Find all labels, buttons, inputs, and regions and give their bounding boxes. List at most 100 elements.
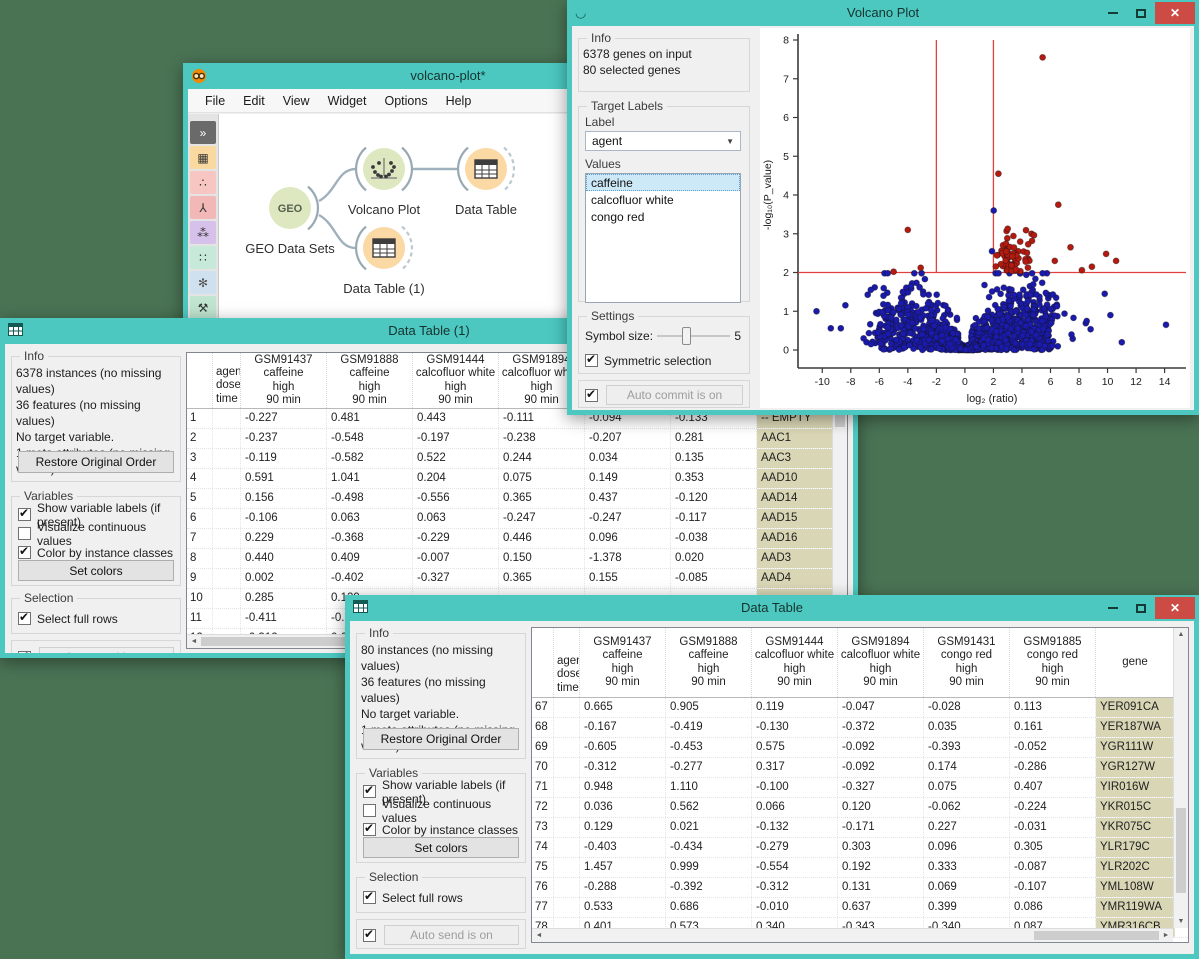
table-row[interactable]: 5 0.156 -0.498 -0.556 0.365 0.437 -0.120 AAD14 [187,489,847,509]
auto-commit-button[interactable]: Auto commit is on [606,385,743,405]
selection-checkbox[interactable] [18,610,31,625]
table-row[interactable]: 74 -0.403 -0.434 -0.279 0.303 0.096 0.305 YLR17… [532,838,1188,858]
variables-checkbox[interactable] [18,506,31,521]
workflow-node-volcano-plot[interactable]: Volcano Plot [339,136,429,217]
table-row[interactable]: 7 0.229 -0.368 -0.229 0.446 0.096 -0.038 AAD16 [187,529,847,549]
menu-file[interactable]: File [205,93,226,108]
close-button[interactable]: ✕ [1155,2,1195,24]
values-list-item[interactable]: congo red [591,210,645,224]
column-header[interactable]: GSM91444 calcofluor white high 90 min [752,628,838,697]
category-unsupervised-icon[interactable]: ∷ [190,246,216,269]
restore-original-order-button[interactable]: Restore Original Order [18,451,174,473]
maximize-button[interactable] [1127,597,1155,619]
table-row[interactable]: 67 0.665 0.905 0.119 -0.047 -0.028 0.113 YER091… [532,698,1188,718]
minimize-button[interactable] [1099,2,1127,24]
workflow-node-data-table[interactable]: Data Table [441,136,531,217]
variables-groupbox: Variables Show variable labels (if prese… [11,489,181,586]
column-header[interactable]: GSM91888 caffeine high 90 min [666,628,752,697]
svg-text:-8: -8 [846,376,855,388]
workflow-node-geo-data-sets[interactable]: GEO GEO Data Sets [245,175,335,256]
target-labels-groupbox: Target Labels Label agent ▼ Values caffe… [578,99,750,303]
table-row[interactable]: 71 0.948 1.110 -0.100 -0.327 0.075 0.407 YIR016… [532,778,1188,798]
table-row[interactable]: 76 -0.288 -0.392 -0.312 0.131 0.069 -0.107 YML1… [532,878,1188,898]
svg-text:3: 3 [783,228,789,240]
table-row[interactable]: 68 -0.167 -0.419 -0.130 -0.372 0.035 0.161 YER1… [532,718,1188,738]
auto-send-checkbox[interactable] [18,649,31,653]
symbol-size-value: 5 [734,329,741,343]
column-header[interactable]: GSM91431 congo red high 90 min [924,628,1010,697]
svg-text:2: 2 [783,267,789,279]
variables-checkbox[interactable] [363,783,376,798]
values-listbox[interactable]: caffeine calcofluor white congo red [585,173,741,303]
auto-send-button[interactable]: Auto send is on [39,647,174,653]
column-header[interactable]: GSM91437 caffeine high 90 min [580,628,666,697]
category-prototypes-icon[interactable]: ⚒ [190,296,216,319]
category-evaluate-icon[interactable]: ⁂ [190,221,216,244]
workflow-link[interactable] [318,167,357,203]
selection-legend: Selection [20,591,78,605]
auto-send-button[interactable]: Auto send is on [384,925,519,945]
auto-commit-checkbox[interactable] [585,387,598,402]
restore-original-order-button[interactable]: Restore Original Order [363,728,519,750]
svg-text:6: 6 [1048,376,1054,388]
menu-options[interactable]: Options [384,93,428,108]
column-header[interactable]: GSM91894 calcofluor white high 90 min [838,628,924,697]
close-button[interactable]: ✕ [1155,597,1195,619]
horizontal-scrollbar[interactable]: ◄ ► [532,928,1173,942]
values-list-item[interactable]: calcofluor white [591,193,674,207]
variables-checkbox[interactable] [363,821,376,836]
table-row[interactable]: 77 0.533 0.686 -0.010 0.637 0.399 0.086 YMR119W… [532,898,1188,918]
auto-send-checkbox[interactable] [363,927,376,942]
menu-view[interactable]: View [282,93,310,108]
category-visualize-icon[interactable]: ∴ [190,171,216,194]
table-row[interactable]: 72 0.036 0.562 0.066 0.120 -0.062 -0.224 YKR015… [532,798,1188,818]
workflow-link[interactable] [318,213,357,250]
selection-checkbox[interactable] [363,889,376,904]
volcano-titlebar[interactable]: ◡ Volcano Plot ✕ [567,0,1199,26]
toolbox-collapse-icon[interactable]: » [190,121,216,144]
menu-help[interactable]: Help [445,93,472,108]
category-data-icon[interactable]: ▦ [190,146,216,169]
table-row[interactable]: 6 -0.106 0.063 0.063 -0.247 -0.247 -0.117 AAD15 [187,509,847,529]
category-model-icon[interactable]: ⅄ [190,196,216,219]
table-row[interactable]: 69 -0.605 -0.453 0.575 -0.092 -0.393 -0.052 YGR… [532,738,1188,758]
table-row[interactable]: 2 -0.237 -0.548 -0.197 -0.238 -0.207 0.281 AAC1 [187,429,847,449]
set-colors-button[interactable]: Set colors [363,837,519,858]
column-header[interactable]: GSM91894 calcofluor white high 90 min [499,353,585,408]
column-header[interactable]: GSM91888 caffeine high 90 min [327,353,413,408]
vertical-scrollbar[interactable]: ▲ ▼ [1173,628,1188,928]
menu-edit[interactable]: Edit [243,93,265,108]
variables-checkbox[interactable] [363,804,376,817]
maximize-button[interactable] [1127,2,1155,24]
label-combobox[interactable]: agent ▼ [585,131,741,151]
column-header[interactable]: GSM91885 congo red high 90 min [1010,628,1096,697]
table-row[interactable]: 4 0.591 1.041 0.204 0.075 0.149 0.353 AAD10 [187,469,847,489]
table-row[interactable]: 75 1.457 0.999 -0.554 0.192 0.333 -0.087 YLR202… [532,858,1188,878]
svg-text:1: 1 [783,306,789,318]
minimize-button[interactable] [1099,597,1127,619]
table-row[interactable]: 8 0.440 0.409 -0.007 0.150 -1.378 0.020 AAD3 [187,549,847,569]
table-row[interactable]: 1 -0.227 0.481 0.443 -0.111 -0.094 -0.133 -- EM… [187,409,847,429]
workflow-node-data-table-1-[interactable]: Data Table (1) [339,215,429,296]
values-list-item[interactable]: caffeine [586,174,740,191]
column-header[interactable]: GSM91437 caffeine high 90 min [241,353,327,408]
menu-widget[interactable]: Widget [327,93,367,108]
variables-checkbox[interactable] [18,527,31,540]
table-row[interactable]: 70 -0.312 -0.277 0.317 -0.092 0.174 -0.286 YGR1… [532,758,1188,778]
category-bioinformatics-icon[interactable]: ✻ [190,271,216,294]
table-row[interactable]: 73 0.129 0.021 -0.132 -0.171 0.227 -0.031 YKR07… [532,818,1188,838]
variables-checkbox[interactable] [18,544,31,559]
table-row[interactable]: 3 -0.119 -0.582 0.522 0.244 0.034 0.135 AAC3 [187,449,847,469]
data-table[interactable]: ▲ ▼ ◄ ► agentdosetimeGSM91437caffeinehig… [531,627,1189,943]
symmetric-selection-checkbox[interactable] [585,352,598,367]
column-header-gene[interactable]: gene [1096,628,1175,697]
table2-titlebar[interactable]: Data Table ✕ [345,595,1199,621]
table-row[interactable]: 9 0.002 -0.402 -0.327 0.365 0.155 -0.085 AAD4 [187,569,847,589]
label-combobox-value: agent [592,134,623,148]
info-groupbox: Info 80 instances (no missing values) 36 … [356,626,526,759]
column-header[interactable]: GSM91444 calcofluor white high 90 min [413,353,499,408]
variables-label: Show variable labels (if present) [37,500,161,529]
set-colors-button[interactable]: Set colors [18,560,174,581]
symbol-size-slider[interactable] [657,327,731,345]
